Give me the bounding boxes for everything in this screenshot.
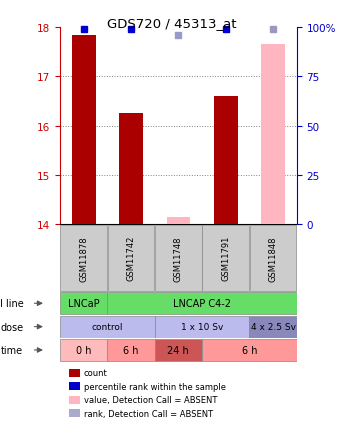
Bar [70,382,80,390]
Text: 6 h: 6 h [123,345,139,355]
FancyBboxPatch shape [202,339,297,361]
Bar [261,46,285,224]
FancyBboxPatch shape [250,225,296,291]
FancyBboxPatch shape [60,316,155,338]
Bar [70,409,80,418]
Text: GSM11878: GSM11878 [79,235,88,281]
Text: control: control [92,322,123,331]
Text: GSM11748: GSM11748 [174,236,183,281]
FancyBboxPatch shape [202,225,249,291]
Text: percentile rank within the sample: percentile rank within the sample [84,382,226,391]
FancyBboxPatch shape [60,339,107,361]
Text: GSM11791: GSM11791 [221,236,230,281]
Text: 1 x 10 Sv: 1 x 10 Sv [181,322,223,331]
Text: count: count [84,368,107,377]
Bar [167,217,190,224]
Bar [72,36,95,224]
Text: GSM11848: GSM11848 [269,236,277,281]
Text: value, Detection Call = ABSENT: value, Detection Call = ABSENT [84,395,217,404]
Text: LNCAP C4-2: LNCAP C4-2 [173,299,231,309]
Text: cell line: cell line [0,299,23,309]
Text: 6 h: 6 h [241,345,257,355]
Text: GDS720 / 45313_at: GDS720 / 45313_at [107,17,236,30]
FancyBboxPatch shape [60,293,107,315]
Text: 24 h: 24 h [167,345,189,355]
Text: time: time [1,345,23,355]
FancyBboxPatch shape [155,225,202,291]
Bar [70,396,80,404]
FancyBboxPatch shape [107,339,155,361]
Text: 4 x 2.5 Sv: 4 x 2.5 Sv [250,322,296,331]
Text: dose: dose [0,322,23,332]
FancyBboxPatch shape [155,339,202,361]
FancyBboxPatch shape [108,225,154,291]
Text: LNCaP: LNCaP [68,299,99,309]
FancyBboxPatch shape [155,316,249,338]
Text: GSM11742: GSM11742 [127,236,135,281]
FancyBboxPatch shape [249,316,297,338]
Text: 0 h: 0 h [76,345,92,355]
Bar [214,97,237,224]
FancyBboxPatch shape [107,293,297,315]
FancyBboxPatch shape [60,225,107,291]
Bar [70,369,80,377]
Text: rank, Detection Call = ABSENT: rank, Detection Call = ABSENT [84,409,213,418]
Bar [119,114,143,224]
